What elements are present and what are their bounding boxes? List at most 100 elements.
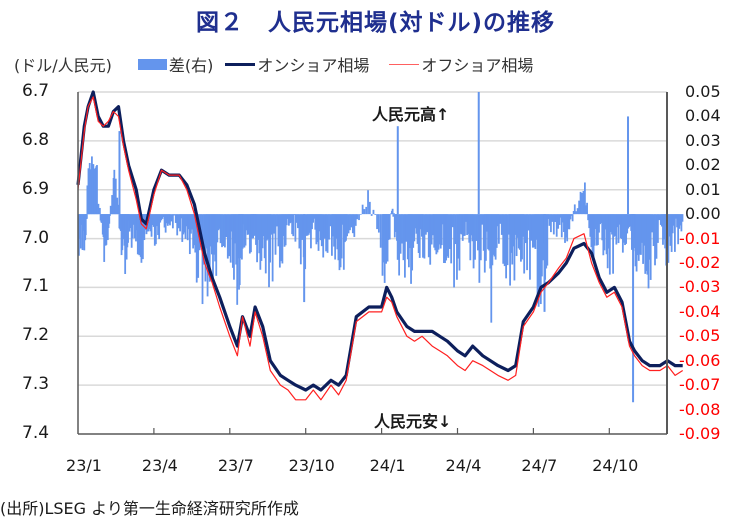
diff-bar xyxy=(160,214,163,221)
diff-bar xyxy=(439,214,442,249)
diff-bar xyxy=(524,214,527,244)
diff-bar xyxy=(124,214,127,274)
right-tick-label: 0.02 xyxy=(685,155,721,175)
diff-bar xyxy=(638,214,641,255)
diff-bar xyxy=(194,214,197,253)
diff-bar xyxy=(78,214,80,256)
diff-bar xyxy=(664,214,667,249)
diff-bar xyxy=(542,214,544,261)
diff-bar xyxy=(547,214,550,220)
diff-bar xyxy=(313,214,316,219)
diff-bar xyxy=(523,214,526,274)
diff-bar xyxy=(353,214,356,237)
diff-bar xyxy=(443,214,445,263)
diff-bar xyxy=(129,214,132,229)
diff-bar-spike xyxy=(477,92,480,215)
diff-bar xyxy=(564,214,566,243)
diff-bar xyxy=(584,182,586,215)
diff-bar xyxy=(86,185,89,215)
diff-bar xyxy=(429,214,432,265)
diff-bar xyxy=(308,214,311,233)
diff-bar xyxy=(149,214,152,232)
diff-bar xyxy=(427,214,430,258)
diff-bar xyxy=(140,214,143,263)
diff-bar xyxy=(572,210,575,215)
diff-bar xyxy=(659,214,662,225)
diff-bar xyxy=(522,214,524,237)
diff-bar xyxy=(456,214,458,280)
diff-bar xyxy=(484,214,487,261)
diff-bar xyxy=(291,214,294,235)
diff-bar xyxy=(550,214,552,233)
diff-bar xyxy=(226,214,229,259)
diff-bar xyxy=(538,214,541,287)
diff-bar xyxy=(588,214,591,229)
diff-bar xyxy=(131,214,134,239)
diff-bar xyxy=(445,214,448,261)
diff-bar xyxy=(451,214,454,228)
diff-bar xyxy=(642,214,644,264)
diff-bar xyxy=(257,214,260,240)
diff-bar xyxy=(488,214,491,251)
diff-bar xyxy=(569,214,572,220)
diff-bar xyxy=(170,214,173,222)
diff-bar xyxy=(527,214,530,231)
diff-bar xyxy=(247,214,250,235)
diff-bar xyxy=(644,214,647,274)
diff-bar xyxy=(440,214,443,246)
diff-bar xyxy=(276,214,278,227)
diff-bar xyxy=(217,214,220,231)
diff-bar xyxy=(295,214,298,223)
diff-bar xyxy=(388,214,391,240)
right-tick-label: -0.08 xyxy=(679,399,721,419)
diff-bar xyxy=(652,214,655,247)
legend-item-diff: 差(右) xyxy=(137,52,213,76)
onshore-line xyxy=(76,90,683,392)
diff-bar xyxy=(200,214,202,241)
right-tick-label: -0.07 xyxy=(679,375,721,395)
diff-bar xyxy=(680,214,683,232)
diff-bar xyxy=(590,214,593,248)
diff-bar xyxy=(333,214,335,247)
diff-bar xyxy=(176,214,179,236)
diff-bar xyxy=(411,214,414,271)
diff-bar xyxy=(307,214,310,235)
diff-bar xyxy=(193,214,196,246)
diff-bar xyxy=(367,190,369,215)
right-tick-label: 0.00 xyxy=(685,204,721,224)
diff-bar xyxy=(426,214,429,233)
diff-bar xyxy=(472,214,475,269)
diff-bar xyxy=(592,214,595,258)
diff-bar xyxy=(432,214,434,236)
diff-bar xyxy=(361,204,364,215)
diff-bar xyxy=(239,214,242,259)
diff-bar xyxy=(171,214,174,229)
diff-bar xyxy=(255,214,257,245)
diff-bar xyxy=(192,214,195,249)
diff-bar xyxy=(526,214,528,271)
diff-bar xyxy=(499,214,502,224)
diff-bar xyxy=(628,214,631,227)
diff-bar xyxy=(634,214,637,267)
diff-bar xyxy=(402,214,405,261)
diff-bar xyxy=(377,214,380,233)
diff-bar xyxy=(489,214,492,269)
diff-bar xyxy=(478,214,481,283)
diff-bar xyxy=(113,169,116,215)
diff-bar xyxy=(165,214,168,224)
diff-bar xyxy=(298,214,301,249)
diff-bar xyxy=(608,214,611,275)
diff-bar xyxy=(278,214,281,268)
diff-bar xyxy=(613,214,616,237)
diff-bar xyxy=(546,214,549,266)
diff-bar xyxy=(206,214,209,297)
diff-bar xyxy=(79,214,82,249)
diff-bar xyxy=(285,214,288,226)
diff-bar xyxy=(311,214,313,230)
diff-bar xyxy=(222,214,225,247)
diff-bar xyxy=(163,214,166,228)
diff-bar xyxy=(287,214,290,226)
diff-bar xyxy=(610,214,612,232)
diff-bar xyxy=(505,214,508,279)
legend-bar-swatch xyxy=(137,58,167,70)
